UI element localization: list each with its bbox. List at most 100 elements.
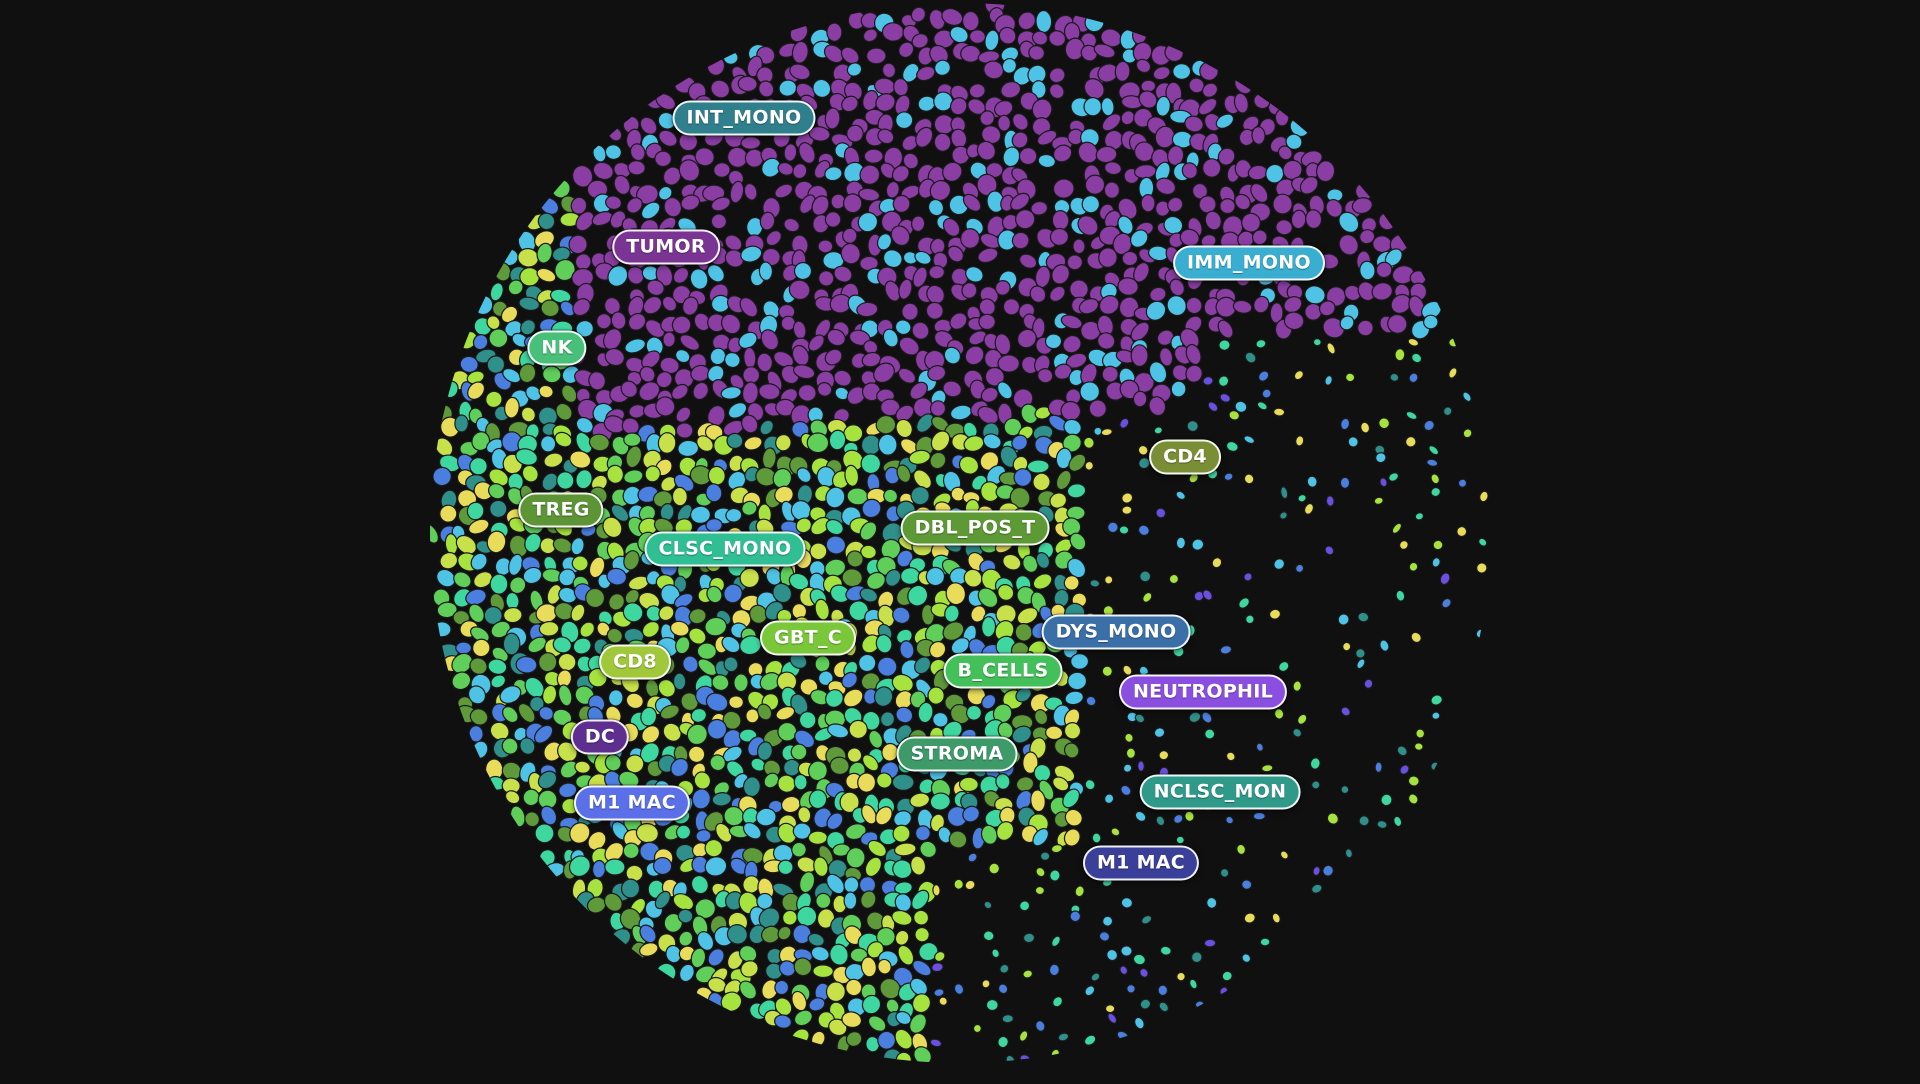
cell xyxy=(743,436,763,451)
cell xyxy=(1022,932,1036,944)
cell xyxy=(1032,573,1053,590)
cell xyxy=(1064,690,1084,706)
label-cd4[interactable]: CD4 xyxy=(1149,439,1221,475)
cell xyxy=(1228,410,1241,421)
cell xyxy=(1407,337,1420,347)
label-dys-mono[interactable]: DYS_MONO xyxy=(1041,614,1191,650)
cell xyxy=(982,433,1002,450)
cell xyxy=(740,245,763,263)
label-imm-mono[interactable]: IMM_MONO xyxy=(1173,245,1325,281)
cell xyxy=(1148,361,1168,384)
cell xyxy=(1104,161,1122,176)
cell xyxy=(968,330,987,346)
cell xyxy=(876,233,893,251)
cell xyxy=(1430,473,1440,485)
cell xyxy=(657,432,677,454)
label-m1-mac-right[interactable]: M1 MAC xyxy=(1082,845,1200,881)
cell xyxy=(500,305,519,324)
cell xyxy=(536,267,557,283)
cell xyxy=(1312,865,1321,877)
cell xyxy=(909,792,931,808)
cell xyxy=(1074,885,1085,898)
cell xyxy=(654,890,671,910)
label-int-mono[interactable]: INT_MONO xyxy=(672,100,816,136)
cell xyxy=(882,249,903,269)
cell xyxy=(1185,296,1203,315)
cell xyxy=(942,217,961,237)
cell xyxy=(930,430,951,452)
cell xyxy=(677,439,700,458)
label-b-cells[interactable]: B_CELLS xyxy=(943,653,1063,689)
cell xyxy=(1374,761,1383,773)
label-clsc-mono[interactable]: CLSC_MONO xyxy=(644,531,806,567)
cell xyxy=(1255,742,1264,752)
cell xyxy=(517,247,540,268)
cell xyxy=(895,404,915,423)
cell xyxy=(861,498,882,519)
label-m1-mac-left[interactable]: M1 MAC xyxy=(573,785,691,821)
cell xyxy=(1052,144,1073,163)
label-neutrophil[interactable]: NEUTROPHIL xyxy=(1118,674,1288,710)
cell xyxy=(949,97,968,116)
label-dbl-pos-t[interactable]: DBL_POS_T xyxy=(900,510,1050,546)
cell xyxy=(1194,1000,1205,1009)
cell xyxy=(1122,763,1133,773)
cell xyxy=(604,753,622,772)
cell xyxy=(998,26,1017,45)
cell xyxy=(556,471,575,490)
label-gbt-c[interactable]: GBT_C xyxy=(760,620,856,656)
cell xyxy=(881,22,905,42)
cell xyxy=(1049,285,1066,303)
cell xyxy=(910,486,930,506)
label-nclsc-mon[interactable]: NCLSC_MON xyxy=(1139,774,1301,810)
cell xyxy=(606,627,623,644)
cell xyxy=(792,822,812,840)
cell xyxy=(625,692,644,710)
label-stroma[interactable]: STROMA xyxy=(896,736,1018,772)
cell xyxy=(1069,279,1089,300)
cell xyxy=(1255,339,1267,349)
cell xyxy=(1431,557,1441,568)
cell xyxy=(1029,285,1047,303)
cell xyxy=(825,486,846,509)
cell xyxy=(1285,133,1303,150)
cell xyxy=(694,147,715,167)
cell xyxy=(1018,1030,1029,1042)
cell xyxy=(489,499,508,519)
cell xyxy=(706,585,723,604)
cell xyxy=(1357,611,1370,623)
cell xyxy=(857,772,877,793)
cell xyxy=(1120,897,1134,909)
cell xyxy=(949,404,973,421)
cell xyxy=(1013,468,1033,487)
label-tumor[interactable]: TUMOR xyxy=(612,229,720,265)
cell xyxy=(1379,639,1390,652)
cell xyxy=(1297,493,1307,503)
cell xyxy=(1268,608,1282,620)
cell xyxy=(1083,78,1105,100)
label-nk[interactable]: NK xyxy=(527,330,587,366)
label-treg[interactable]: TREG xyxy=(518,492,604,528)
cell xyxy=(1145,300,1167,321)
cell xyxy=(1244,351,1257,364)
label-cd8[interactable]: CD8 xyxy=(599,644,671,680)
label-dc[interactable]: DC xyxy=(570,719,630,755)
cell xyxy=(1304,302,1323,321)
cell xyxy=(641,350,661,369)
cell xyxy=(739,567,760,589)
cell xyxy=(1001,1013,1014,1024)
cell xyxy=(969,29,986,45)
cell xyxy=(999,963,1010,974)
cell xyxy=(1175,490,1186,501)
cell xyxy=(1325,495,1335,507)
cell xyxy=(1112,232,1133,256)
cell xyxy=(860,544,877,560)
cell xyxy=(1259,937,1271,947)
cell xyxy=(695,829,712,843)
cell xyxy=(791,841,807,858)
cell xyxy=(981,616,997,638)
cell xyxy=(1306,475,1318,488)
cell xyxy=(929,640,947,659)
cell xyxy=(797,384,817,402)
